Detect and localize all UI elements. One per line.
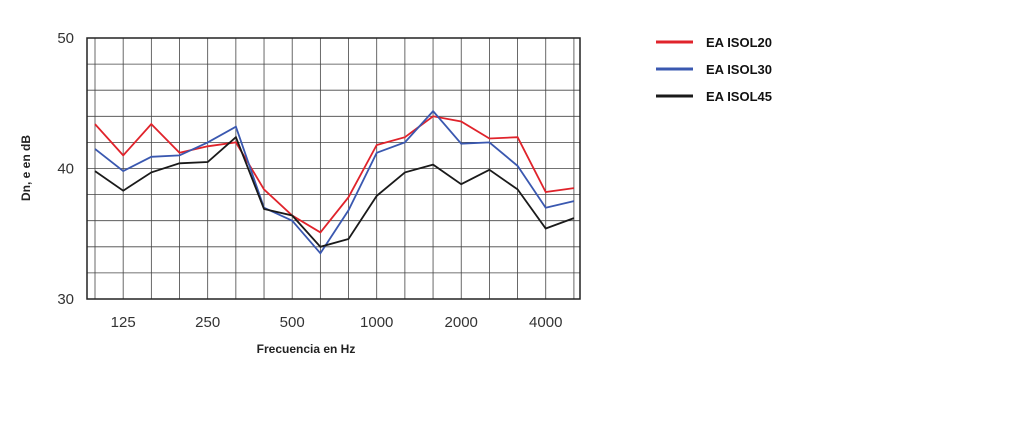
x-tick-label: 125 xyxy=(111,314,136,331)
y-tick-label: 30 xyxy=(57,291,74,308)
series-line xyxy=(94,115,575,234)
tick-labels: 50 40 30 125 250 500 1000 2000 4000 xyxy=(57,30,562,331)
legend-label: EA ISOL45 xyxy=(706,89,772,104)
y-tick-label: 50 xyxy=(57,30,74,47)
x-tick-label: 250 xyxy=(195,314,220,331)
x-tick-label: 500 xyxy=(280,314,305,331)
legend-label: EA ISOL20 xyxy=(706,35,772,50)
x-tick-label: 1000 xyxy=(360,314,393,331)
legend-label: EA ISOL30 xyxy=(706,62,772,77)
x-tick-label: 4000 xyxy=(529,314,562,331)
plot-frame xyxy=(86,37,581,300)
y-tick-label: 40 xyxy=(57,161,74,178)
series-lines xyxy=(94,109,575,255)
series-line xyxy=(94,109,575,255)
x-tick-label: 2000 xyxy=(445,314,478,331)
x-axis-title: Frecuencia en Hz xyxy=(257,342,356,356)
legend: EA ISOL20 EA ISOL30 EA ISOL45 xyxy=(656,35,772,104)
series-line xyxy=(94,135,575,248)
y-axis-title: Dn, e en dB xyxy=(19,135,33,201)
